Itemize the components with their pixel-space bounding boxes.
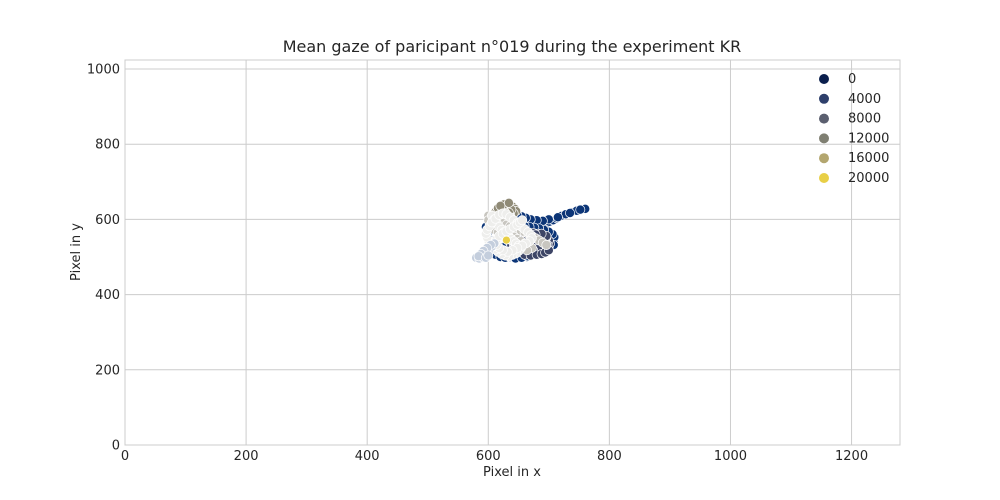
x-axis-label: Pixel in x: [483, 465, 541, 480]
scatter-point: [503, 197, 514, 208]
legend-label: 0: [848, 72, 856, 87]
legend-marker: [819, 74, 829, 84]
legend-marker: [819, 173, 829, 183]
x-tick-label: 800: [597, 449, 622, 464]
legend-label: 8000: [848, 112, 881, 127]
legend-marker: [819, 93, 829, 104]
tick-labels: 0 200 400 600 800 1000 1200 0 200 400 600 800 1000: [87, 63, 868, 464]
legend-label: 12000: [848, 131, 889, 146]
scatter-point: [502, 235, 511, 245]
scatter-point: [517, 215, 528, 226]
scatter-point: [552, 212, 563, 223]
legend-marker: [819, 153, 829, 164]
legend: 0 4000 8000 12000 16000 20000: [819, 72, 889, 186]
scatter-point: [541, 240, 552, 250]
y-tick-label: 600: [95, 213, 120, 228]
y-axis-label: Pixel in y: [69, 223, 84, 281]
x-tick-label: 1000: [714, 449, 747, 464]
legend-marker: [819, 133, 829, 144]
grid-lines: [124, 60, 900, 446]
x-tick-label: 400: [355, 449, 380, 464]
x-tick-label: 1200: [835, 449, 868, 464]
legend-label: 20000: [848, 171, 889, 186]
scatter-point: [565, 208, 575, 218]
legend-marker: [819, 113, 829, 124]
y-tick-label: 400: [95, 288, 120, 303]
scatter-point: [575, 204, 586, 215]
chart-title: Mean gaze of paricipant n°019 during the…: [283, 37, 742, 56]
x-tick-label: 600: [476, 449, 501, 464]
legend-label: 4000: [848, 92, 881, 107]
x-tick-label: 0: [121, 449, 129, 464]
y-tick-label: 800: [95, 138, 120, 153]
data-points: [471, 197, 591, 264]
y-tick-label: 200: [95, 363, 120, 378]
scatter-point: [483, 250, 494, 261]
y-tick-label: 1000: [87, 63, 120, 78]
x-tick-label: 200: [234, 449, 259, 464]
legend-label: 16000: [848, 151, 889, 166]
y-tick-label: 0: [112, 439, 120, 454]
